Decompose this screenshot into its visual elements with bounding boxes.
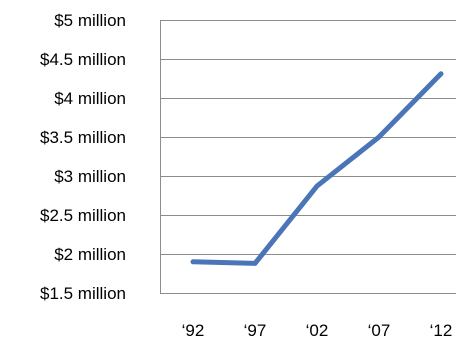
x-tick-label: ‘02 (306, 321, 329, 339)
y-tick-label: $3.5 million (40, 128, 126, 147)
series (190, 71, 444, 266)
x-tick-label: ‘12 (430, 321, 453, 339)
x-tick-label: ‘92 (182, 321, 205, 339)
series-line (190, 71, 444, 266)
y-tick-label: $2 million (54, 245, 126, 264)
y-tick-label: $4 million (54, 89, 126, 108)
y-axis-tick-labels: $1.5 million $2 million $2.5 million $3 mil… (40, 11, 126, 303)
gridlines (160, 20, 456, 255)
axes (160, 20, 456, 294)
x-axis-tick-labels: ‘92 ‘97 ‘02 ‘07 ‘12 (182, 321, 453, 339)
x-tick-label: ‘97 (244, 321, 267, 339)
y-tick-label: $2.5 million (40, 206, 126, 225)
x-tick-label: ‘07 (368, 321, 391, 339)
y-tick-label: $3 million (54, 167, 126, 186)
y-tick-label: $1.5 million (40, 284, 126, 303)
y-tick-label: $5 million (54, 11, 126, 30)
y-tick-label: $4.5 million (40, 50, 126, 69)
